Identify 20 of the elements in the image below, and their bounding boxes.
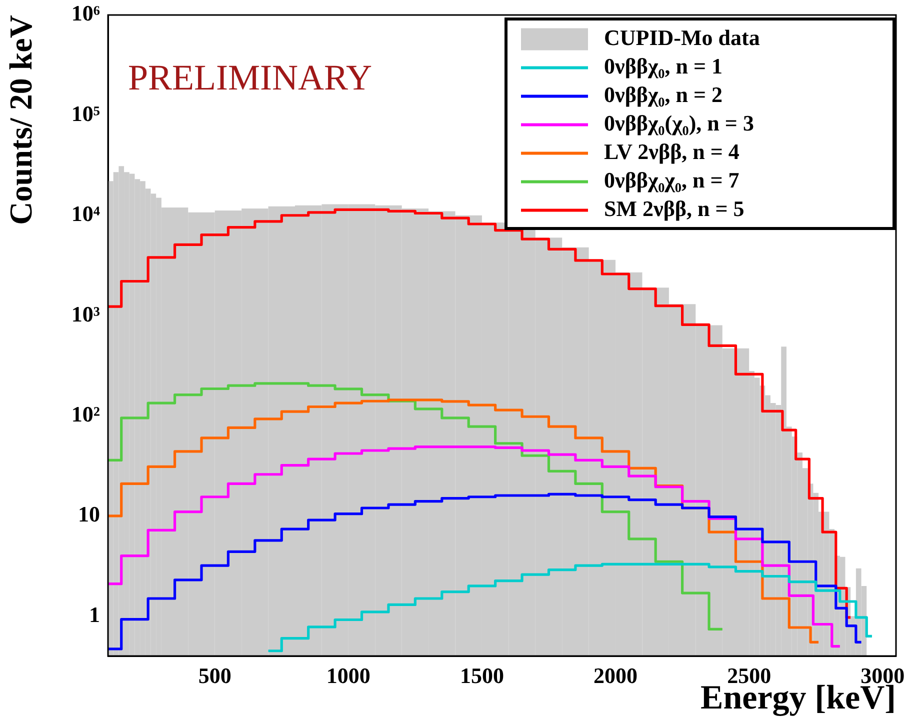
legend-label: CUPID-Mo data: [604, 24, 760, 50]
legend-label: 0νββχ₀, n = 2: [604, 82, 723, 107]
y-tick-label: 10⁵: [71, 100, 100, 126]
y-tick-label: 10: [78, 502, 100, 527]
annotation: PRELIMINARY: [128, 57, 372, 98]
legend-label: LV 2νββ, n = 4: [604, 138, 740, 164]
x-tick-label: 2000: [594, 662, 638, 688]
x-tick-label: 1000: [326, 662, 370, 688]
y-tick-label: 10²: [71, 401, 100, 426]
y-tick-label: 10³: [71, 301, 100, 326]
y-axis-title: Counts/ 20 keV: [2, 15, 38, 225]
x-tick-label: 1500: [460, 662, 504, 688]
legend-label: 0νββχ₀(χ₀), n = 3: [604, 110, 754, 136]
legend-label: 0νββχ₀, n = 1: [604, 53, 723, 78]
y-tick-label: 10⁶: [71, 0, 100, 26]
legend-label: 0νββχ₀χ₀, n = 7: [604, 167, 740, 192]
x-tick-label: 500: [198, 662, 232, 688]
y-tick-label: 1: [89, 602, 100, 627]
y-tick-label: 10⁴: [71, 201, 100, 226]
legend-label: SM 2νββ, n = 5: [604, 196, 744, 221]
